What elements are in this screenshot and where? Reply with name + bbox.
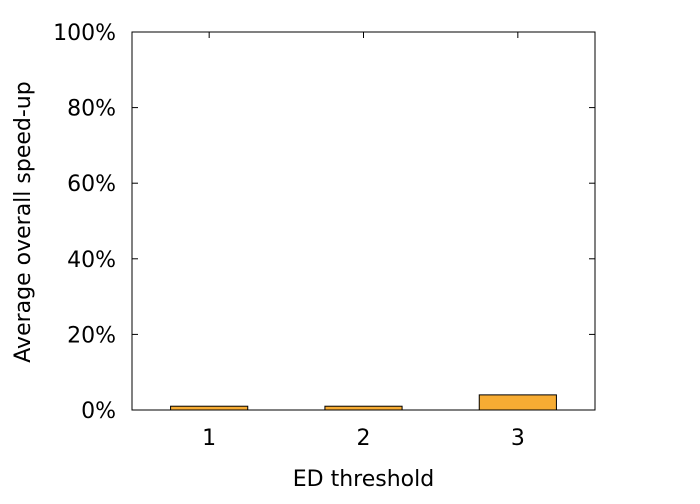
x-tick-label: 2 [357,426,371,451]
ticks-layer: 0% 20% 40% 60% 80% 100% 1 2 3 [53,21,595,451]
y-tick-label: 80% [67,97,116,122]
y-tick-label: 0% [81,399,116,424]
y-tick-label: 100% [53,21,116,46]
y-tick-label: 60% [67,172,116,197]
x-tick-label: 3 [511,426,525,451]
bar-2 [324,405,403,411]
y-tick-label: 40% [67,248,116,273]
bar-3 [478,394,557,411]
plot-area-frame [131,31,596,411]
y-axis-label: Average overall speed-up [11,81,36,362]
x-axis-label: ED threshold [293,467,434,492]
y-tick-label: 20% [67,323,116,348]
x-tick-label: 1 [202,426,216,451]
bar-1 [170,405,249,411]
